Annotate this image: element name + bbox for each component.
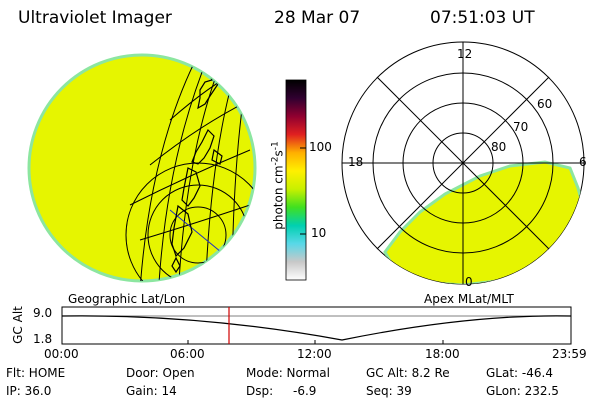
pole-circle	[169, 206, 227, 264]
mlat-label-70: 70	[513, 120, 529, 134]
strip-x-tick-0600: 06:00	[170, 347, 205, 361]
strip-y-tick-bottom: 1.8	[33, 332, 53, 346]
dsp-label: Dsp:	[246, 384, 274, 398]
geo-latitude: GLat: -46.4	[486, 366, 553, 380]
sequence-value: Seq: 39	[366, 384, 412, 398]
coastlines	[171, 61, 245, 274]
time-label: 07:51:03 UT	[430, 8, 535, 28]
earth-disk	[27, 53, 257, 283]
instrument-title: Ultraviolet Imager	[18, 8, 172, 28]
strip-y-tick-top: 9.0	[33, 306, 53, 320]
mode-status: Mode: Normal	[246, 366, 330, 380]
colorbar	[285, 79, 307, 281]
colorbar-unit-label: photon cm-2s-1	[270, 141, 286, 230]
right-plot-caption: Apex MLat/MLT	[424, 292, 514, 306]
mlt-label-6: 6	[579, 155, 587, 169]
strip-x-tick-1200: 12:00	[297, 347, 332, 361]
gain-value: Gain: 14	[126, 384, 177, 398]
mlt-label-12: 12	[457, 47, 473, 61]
mlt-label-18: 18	[348, 155, 364, 169]
strip-x-tick-1800: 18:00	[425, 347, 460, 361]
door-status: Door: Open	[126, 366, 195, 380]
ip-value: IP: 36.0	[6, 384, 52, 398]
flight-status: Flt: HOME	[6, 366, 66, 380]
polar-plot	[341, 41, 585, 285]
auroral-oval	[383, 160, 584, 284]
dsp-value: -6.9	[293, 384, 317, 398]
geo-longitude: GLon: 232.5	[486, 384, 559, 398]
colorbar-tick-100: 100	[309, 140, 332, 154]
strip-x-tick-2359: 23:59	[552, 347, 587, 361]
gc-altitude: GC Alt: 8.2 Re	[366, 366, 450, 380]
geographic-image	[27, 53, 257, 283]
mlat-label-60: 60	[537, 97, 553, 111]
strip-axis-label: GC Alt	[11, 306, 25, 344]
altitude-curve	[61, 315, 572, 341]
left-plot-caption: Geographic Lat/Lon	[68, 292, 186, 306]
strip-x-tick-0000: 00:00	[44, 347, 79, 361]
colorbar-tick-10: 10	[311, 226, 327, 240]
date-label: 28 Mar 07	[274, 8, 361, 28]
altitude-strip	[61, 306, 572, 345]
mlat-label-80: 80	[491, 140, 507, 154]
mlt-label-0: 0	[465, 275, 473, 289]
